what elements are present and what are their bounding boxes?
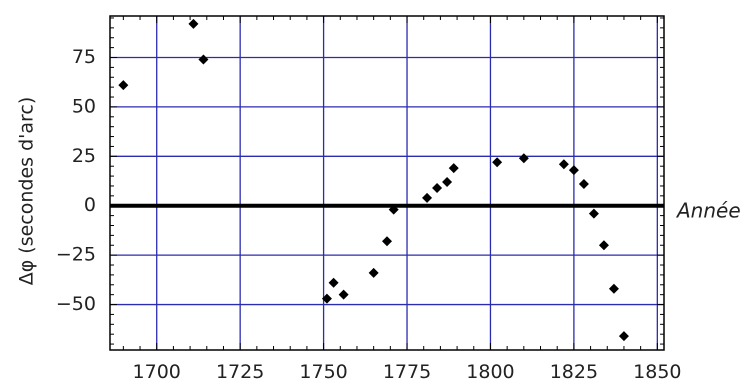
data-point: [492, 157, 503, 168]
data-point: [518, 153, 529, 164]
y-axis-ticks: 75 50 25 0 −25 −50: [56, 46, 96, 315]
y-axis-label: Δφ (secondes d'arc): [16, 97, 38, 286]
data-point: [321, 293, 332, 304]
x-tick-label: 1700: [133, 361, 181, 383]
y-tick-label: 50: [72, 95, 96, 117]
y-tick-label: 0: [84, 194, 96, 216]
x-tick-label: 1850: [633, 361, 681, 383]
data-point: [608, 283, 619, 294]
plot-border: [109, 15, 665, 351]
x-tick-label: 1750: [299, 361, 347, 383]
data-points: [118, 18, 629, 342]
plot-frame: [109, 15, 665, 351]
grid-lines: [110, 16, 664, 350]
data-point: [558, 159, 569, 170]
data-point: [432, 182, 443, 193]
data-point: [382, 236, 392, 247]
data-point: [422, 192, 433, 203]
data-point: [442, 177, 453, 188]
x-axis-ticks: 1700 1725 1750 1775 1800 1825 1850: [133, 361, 682, 383]
data-point: [368, 267, 379, 278]
data-point: [118, 80, 129, 91]
data-point: [578, 178, 589, 189]
data-point: [618, 331, 629, 342]
year-annotation: Année: [675, 199, 741, 223]
data-point: [588, 208, 599, 219]
data-point: [448, 163, 459, 174]
data-point: [388, 204, 399, 215]
data-point: [188, 18, 199, 29]
x-tick-label: 1725: [216, 361, 264, 383]
data-point: [198, 54, 209, 65]
data-point: [328, 277, 339, 288]
y-tick-label: −50: [56, 293, 96, 315]
x-tick-label: 1800: [466, 361, 514, 383]
x-tick-label: 1775: [383, 361, 431, 383]
y-tick-label: 75: [72, 46, 96, 68]
x-tick-label: 1825: [550, 361, 598, 383]
data-point: [598, 240, 609, 251]
data-point: [568, 165, 579, 176]
data-point: [338, 289, 349, 300]
y-tick-label: −25: [56, 244, 96, 266]
y-tick-label: 25: [72, 145, 96, 167]
